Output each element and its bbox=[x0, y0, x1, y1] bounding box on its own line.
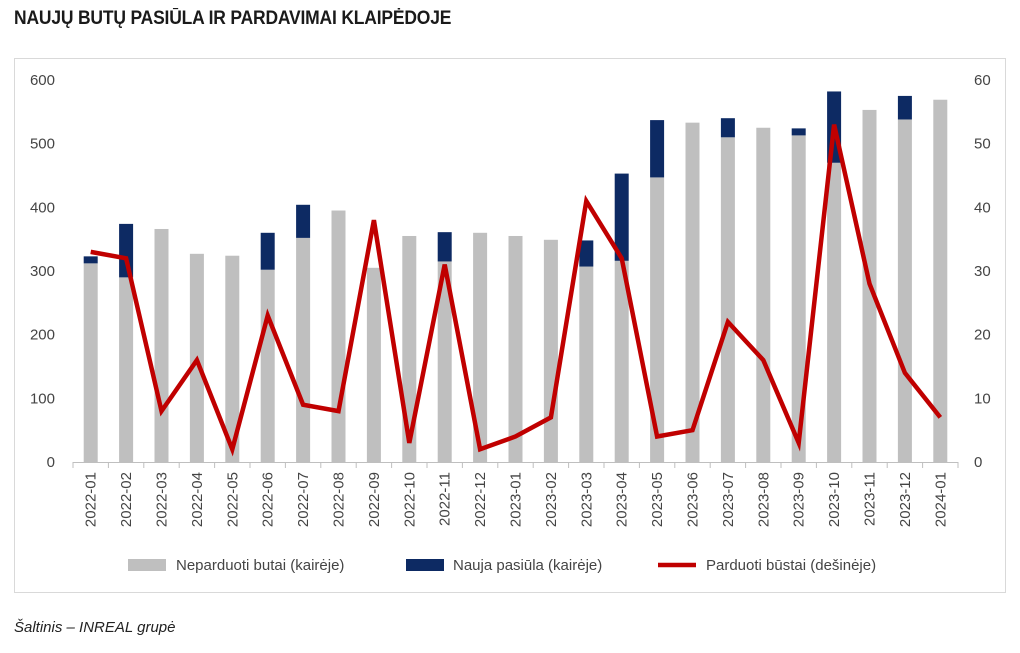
y-right-tick-label: 30 bbox=[974, 263, 991, 280]
bar-unsold bbox=[296, 237, 311, 462]
x-tick-label: 2023-06 bbox=[685, 472, 702, 527]
bar-unsold bbox=[791, 135, 806, 462]
bar-new-supply bbox=[720, 118, 735, 138]
y-left-tick-label: 300 bbox=[30, 263, 55, 280]
x-tick-label: 2022-08 bbox=[331, 472, 348, 527]
x-tick-label: 2022-02 bbox=[118, 472, 135, 527]
legend-swatch-unsold bbox=[128, 559, 166, 571]
y-left-tick-label: 500 bbox=[30, 136, 55, 153]
bar-unsold bbox=[579, 266, 594, 462]
x-tick-label: 2022-12 bbox=[472, 472, 489, 527]
bar-new-supply bbox=[791, 128, 806, 136]
x-tick-label: 2023-03 bbox=[578, 472, 595, 527]
x-tick-label: 2023-11 bbox=[862, 472, 879, 526]
bar-unsold bbox=[473, 232, 488, 462]
series-line-sold bbox=[90, 124, 943, 457]
legend-label-unsold: Neparduoti butai (kairėje) bbox=[176, 557, 344, 574]
bar-new-supply bbox=[614, 173, 629, 261]
bar-new-supply bbox=[579, 240, 594, 267]
bar-unsold bbox=[720, 137, 735, 463]
x-tick-label: 2022-01 bbox=[83, 472, 100, 527]
y-left-tick-label: 600 bbox=[30, 72, 55, 89]
y-right-tick-label: 60 bbox=[974, 72, 991, 89]
bar-unsold bbox=[260, 269, 275, 462]
bar-unsold bbox=[225, 255, 240, 462]
x-tick-label: 2023-02 bbox=[543, 472, 560, 527]
x-tick-label: 2022-10 bbox=[401, 472, 418, 527]
x-tick-label: 2022-05 bbox=[224, 472, 241, 527]
x-tick-label: 2022-07 bbox=[295, 472, 312, 527]
y-left-tick-label: 400 bbox=[30, 199, 55, 216]
bar-new-supply bbox=[83, 256, 98, 264]
bar-new-supply bbox=[296, 204, 311, 238]
bar-unsold bbox=[614, 260, 629, 462]
x-tick-label: 2023-08 bbox=[755, 472, 772, 527]
y-right-tick-label: 40 bbox=[974, 199, 991, 216]
bar-new-supply bbox=[260, 232, 275, 270]
bar-unsold bbox=[933, 99, 948, 462]
bar-unsold bbox=[897, 119, 912, 463]
bar-unsold bbox=[827, 162, 842, 462]
bar-unsold bbox=[437, 261, 452, 462]
bar-unsold bbox=[508, 235, 523, 462]
bar-unsold bbox=[685, 122, 700, 462]
y-left-tick-label: 0 bbox=[47, 454, 55, 471]
chart-frame bbox=[14, 58, 1006, 593]
x-tick-label: 2022-09 bbox=[366, 472, 383, 527]
bar-unsold bbox=[756, 127, 771, 462]
x-tick-label: 2023-09 bbox=[791, 472, 808, 527]
y-left-tick-label: 100 bbox=[30, 390, 55, 407]
x-tick-label: 2023-07 bbox=[720, 472, 737, 527]
bar-unsold bbox=[119, 277, 134, 462]
bar-new-supply bbox=[437, 232, 452, 262]
bar-unsold bbox=[331, 210, 346, 462]
bar-unsold bbox=[650, 177, 665, 462]
x-tick-label: 2023-01 bbox=[508, 472, 525, 527]
bar-new-supply bbox=[650, 120, 665, 178]
source-note: Šaltinis – INREAL grupė bbox=[14, 619, 176, 636]
legend-swatch-new-supply bbox=[406, 559, 444, 571]
x-tick-label: 2022-06 bbox=[260, 472, 277, 527]
x-tick-label: 2023-04 bbox=[614, 472, 631, 527]
x-tick-label: 2023-05 bbox=[649, 472, 666, 527]
legend-label-sold: Parduoti būstai (dešinėje) bbox=[706, 557, 876, 574]
y-left-tick-label: 200 bbox=[30, 327, 55, 344]
bar-unsold bbox=[154, 228, 169, 462]
y-right-tick-label: 10 bbox=[974, 390, 991, 407]
bar-new-supply bbox=[897, 95, 912, 120]
bar-unsold bbox=[402, 235, 417, 462]
x-tick-label: 2024-01 bbox=[932, 472, 949, 527]
bar-unsold bbox=[543, 239, 558, 462]
x-tick-label: 2022-11 bbox=[437, 472, 454, 526]
legend-label-new-supply: Nauja pasiūla (kairėje) bbox=[453, 557, 602, 574]
x-tick-label: 2022-03 bbox=[154, 472, 171, 527]
x-tick-label: 2023-10 bbox=[826, 472, 843, 527]
chart-title: NAUJŲ BUTŲ PASIŪLA IR PARDAVIMAI KLAIPĖD… bbox=[14, 8, 452, 29]
y-right-tick-label: 20 bbox=[974, 327, 991, 344]
y-right-tick-label: 50 bbox=[974, 136, 991, 153]
x-tick-label: 2022-04 bbox=[189, 472, 206, 527]
x-tick-label: 2023-12 bbox=[897, 472, 914, 527]
y-right-tick-label: 0 bbox=[974, 454, 982, 471]
bar-unsold bbox=[83, 263, 98, 462]
bar-new-supply bbox=[119, 223, 134, 278]
bar-unsold bbox=[366, 267, 381, 462]
